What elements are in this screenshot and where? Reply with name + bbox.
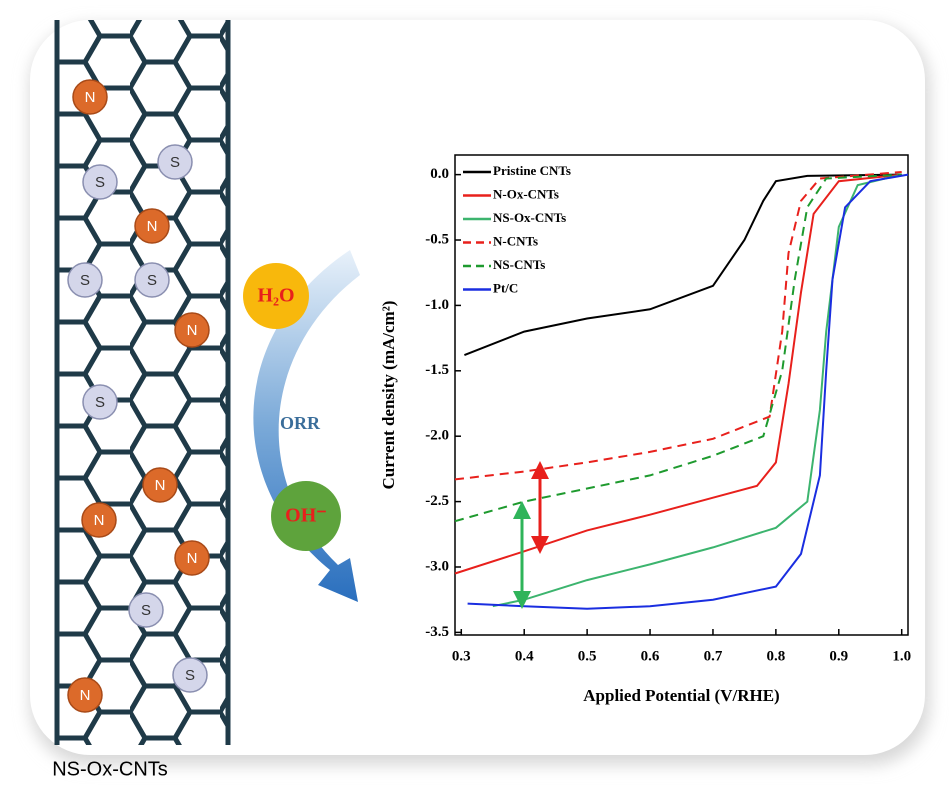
legend-label: N-CNTs bbox=[493, 233, 538, 248]
legend-label: Pt/C bbox=[493, 280, 518, 295]
x-tick-label: 0.7 bbox=[704, 648, 723, 664]
atom-label: N bbox=[187, 322, 198, 339]
atom-label: S bbox=[185, 667, 195, 684]
atom bbox=[172, 657, 208, 693]
atom-label: N bbox=[147, 218, 158, 235]
atom bbox=[157, 144, 193, 180]
atom-label: N bbox=[187, 550, 198, 567]
atom bbox=[82, 164, 118, 200]
series-line bbox=[454, 171, 902, 481]
atom bbox=[67, 677, 103, 713]
x-tick-label: 0.3 bbox=[452, 648, 471, 664]
product-bubble bbox=[271, 481, 341, 551]
series-line bbox=[454, 173, 902, 575]
atom-label: N bbox=[155, 477, 166, 494]
y-tick-label: -1.5 bbox=[425, 362, 449, 378]
plot-frame bbox=[454, 154, 909, 636]
y-tick-label: -2.5 bbox=[425, 493, 449, 509]
x-tick-label: 0.9 bbox=[829, 648, 848, 664]
y-tick-label: -3.0 bbox=[425, 558, 449, 574]
atom-label: S bbox=[170, 154, 180, 171]
atoms: N S S N S S N S N N N S S N bbox=[67, 79, 210, 713]
product-label: OH⁻ bbox=[285, 505, 327, 527]
legend-label: N-Ox-CNTs bbox=[493, 186, 559, 201]
series-line bbox=[454, 173, 902, 523]
atom-label: S bbox=[80, 272, 90, 289]
nanotube bbox=[54, 20, 231, 745]
legend-label: NS-Ox-CNTs bbox=[493, 210, 566, 225]
atom-label: N bbox=[85, 89, 96, 106]
chart: 0.3 0.4 0.5 0.6 0.7 0.8 0.9 1.0 0.0 -0.5 -1.0 -1.5 -… bbox=[379, 154, 911, 705]
reaction-arrow bbox=[253, 250, 360, 602]
atom-label: S bbox=[141, 602, 151, 619]
atom-label: N bbox=[94, 512, 105, 529]
atom bbox=[72, 79, 108, 115]
legend-label: NS-CNTs bbox=[493, 257, 545, 272]
x-tick-label: 0.4 bbox=[515, 648, 534, 664]
y-tick-label: -2.0 bbox=[425, 428, 449, 444]
legend-label: Pristine CNTs bbox=[493, 163, 571, 178]
atom bbox=[174, 312, 210, 348]
atom bbox=[81, 502, 117, 538]
atom bbox=[134, 208, 170, 244]
atom bbox=[67, 262, 103, 298]
x-axis-title: Applied Potential (V/RHE) bbox=[583, 686, 779, 705]
x-tick-label: 0.5 bbox=[578, 648, 597, 664]
atom-label: S bbox=[95, 174, 105, 191]
reactant-label: H₂O bbox=[257, 285, 294, 307]
y-tick-label: -0.5 bbox=[425, 231, 449, 247]
atom bbox=[142, 467, 178, 503]
x-tick-label: 1.0 bbox=[892, 648, 911, 664]
atom-label: N bbox=[80, 687, 91, 704]
reactant-bubble bbox=[243, 263, 309, 329]
y-tick-label: -3.5 bbox=[425, 624, 449, 640]
x-tick-label: 0.8 bbox=[767, 648, 786, 664]
y-tick-label: -1.0 bbox=[425, 297, 449, 313]
atom bbox=[134, 262, 170, 298]
caption: NS-Ox-CNTs bbox=[52, 758, 168, 780]
y-tick-label: 0.0 bbox=[430, 166, 449, 182]
atom-label: S bbox=[95, 394, 105, 411]
atom bbox=[128, 592, 164, 628]
atom bbox=[174, 540, 210, 576]
series-line bbox=[464, 173, 902, 357]
y-axis-title: Current density (mA/cm²) bbox=[379, 301, 398, 490]
atom-label: S bbox=[147, 272, 157, 289]
x-tick-label: 0.6 bbox=[641, 648, 660, 664]
atom bbox=[82, 384, 118, 420]
process-label: ORR bbox=[280, 413, 321, 433]
series-line bbox=[467, 173, 909, 610]
panel bbox=[30, 20, 925, 755]
